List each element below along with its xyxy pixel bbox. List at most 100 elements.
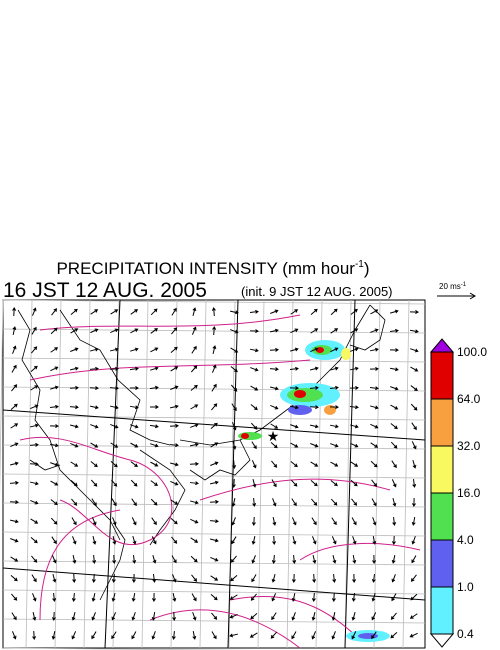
wind-arrow bbox=[332, 555, 337, 564]
wind-arrow bbox=[190, 404, 199, 410]
wind-arrow bbox=[171, 536, 178, 544]
wind-arrow bbox=[349, 385, 359, 390]
wind-arrow bbox=[10, 403, 18, 411]
wind-arrow bbox=[231, 403, 237, 412]
colorbar: 100.0 64.0 32.0 16.0 4.0 1.0 0.4 bbox=[429, 338, 487, 648]
title-text: PRECIPITATION INTENSITY (mm hour bbox=[56, 259, 355, 278]
wind-arrow bbox=[290, 442, 299, 448]
wind-arrow bbox=[70, 328, 79, 334]
wind-arrow bbox=[89, 386, 99, 391]
wind-arrow bbox=[411, 555, 417, 564]
grid-line bbox=[2, 531, 426, 537]
wind-arrow bbox=[350, 461, 359, 467]
wind-arrow bbox=[410, 348, 419, 353]
ref-arrow-label: 20 ms-1 bbox=[439, 282, 467, 291]
wind-arrow bbox=[72, 536, 77, 545]
wind-arrow bbox=[331, 536, 337, 545]
wind-arrow bbox=[291, 631, 297, 640]
wind-arrow bbox=[71, 498, 78, 506]
wind-arrow bbox=[150, 347, 159, 353]
wind-arrow bbox=[411, 422, 417, 431]
wind-arrow bbox=[232, 441, 237, 450]
wind-arrow bbox=[171, 630, 176, 640]
wind-arrow bbox=[409, 613, 418, 619]
wind-arrow bbox=[171, 327, 178, 335]
colorbar-label: 64.0 bbox=[457, 392, 481, 406]
wind-arrow bbox=[230, 384, 238, 392]
wind-arrow bbox=[350, 424, 359, 429]
wind-arrow bbox=[230, 575, 238, 582]
wind-arrow bbox=[131, 592, 136, 602]
wind-arrow bbox=[70, 479, 78, 487]
wind-arrow bbox=[272, 498, 277, 507]
wind-arrow bbox=[410, 385, 418, 392]
wind-arrow bbox=[170, 517, 178, 525]
wind-arrow bbox=[172, 574, 177, 583]
wind-arrow bbox=[251, 460, 257, 469]
wind-arrow bbox=[351, 612, 356, 621]
wind-arrow bbox=[291, 612, 296, 621]
wind-arrow bbox=[130, 309, 139, 315]
wind-arrow bbox=[90, 479, 98, 487]
colorbar-label: 100.0 bbox=[457, 345, 487, 359]
wind-arrow bbox=[52, 574, 57, 583]
wind-arrow bbox=[31, 555, 38, 563]
wind-arrow bbox=[111, 498, 117, 507]
wind-arrow bbox=[232, 459, 237, 469]
wind-arrow bbox=[311, 592, 316, 602]
wind-arrow bbox=[130, 347, 139, 352]
wind-arrow bbox=[89, 405, 99, 410]
wind-arrow bbox=[310, 443, 319, 448]
wind-arrow bbox=[51, 536, 57, 545]
wind-arrow bbox=[90, 309, 99, 315]
wind-arrow bbox=[131, 498, 137, 507]
wind-arrow bbox=[351, 517, 357, 526]
wind-arrow bbox=[210, 442, 219, 448]
wind-arrow bbox=[390, 423, 398, 430]
ref-label-sup: -1 bbox=[461, 282, 467, 288]
wind-arrow bbox=[209, 480, 219, 485]
colorbar-label: 16.0 bbox=[457, 486, 481, 500]
wind-arrow bbox=[91, 631, 97, 640]
wind-arrow bbox=[29, 462, 39, 467]
wind-arrow bbox=[109, 405, 119, 410]
wind-arrow bbox=[10, 423, 19, 429]
wind-arrow bbox=[31, 346, 38, 354]
wind-arrow bbox=[129, 366, 139, 371]
wind-arrow bbox=[350, 328, 359, 334]
wind-arrow bbox=[230, 555, 237, 563]
wind-arrow bbox=[151, 611, 156, 621]
wind-arrow bbox=[290, 309, 299, 315]
wind-arrow bbox=[410, 403, 418, 411]
wind-arrow bbox=[112, 535, 117, 545]
wind-arrow bbox=[70, 461, 79, 467]
colorbar-band bbox=[430, 539, 454, 588]
title-end: ) bbox=[364, 259, 370, 278]
wind-arrow bbox=[369, 347, 379, 352]
wind-arrow bbox=[30, 385, 39, 391]
wind-arrow bbox=[189, 461, 199, 466]
wind-arrow bbox=[292, 554, 297, 564]
wind-arrow bbox=[50, 462, 59, 467]
wind-arrow bbox=[150, 498, 158, 506]
wind-arrow bbox=[411, 497, 416, 507]
wind-arrow bbox=[212, 326, 217, 336]
wind-arrow bbox=[90, 347, 99, 352]
wind-arrow bbox=[30, 404, 39, 410]
wind-arrow bbox=[131, 517, 137, 526]
wind-arrow bbox=[251, 555, 256, 564]
wind-arrow bbox=[331, 631, 336, 640]
wind-arrow bbox=[150, 328, 159, 334]
wind-arrow bbox=[191, 326, 197, 335]
wind-arrow bbox=[29, 481, 39, 486]
wind-arrow bbox=[210, 422, 218, 429]
wind-arrow bbox=[391, 574, 396, 583]
wind-arrow bbox=[190, 423, 199, 428]
wind-arrow bbox=[150, 461, 159, 467]
wind-arrow bbox=[10, 538, 19, 543]
wind-arrow bbox=[131, 612, 136, 621]
precipitation: ★ bbox=[238, 340, 390, 642]
wind-arrow bbox=[32, 593, 37, 602]
wind-arrow bbox=[212, 345, 217, 355]
wind-arrow bbox=[12, 631, 17, 640]
